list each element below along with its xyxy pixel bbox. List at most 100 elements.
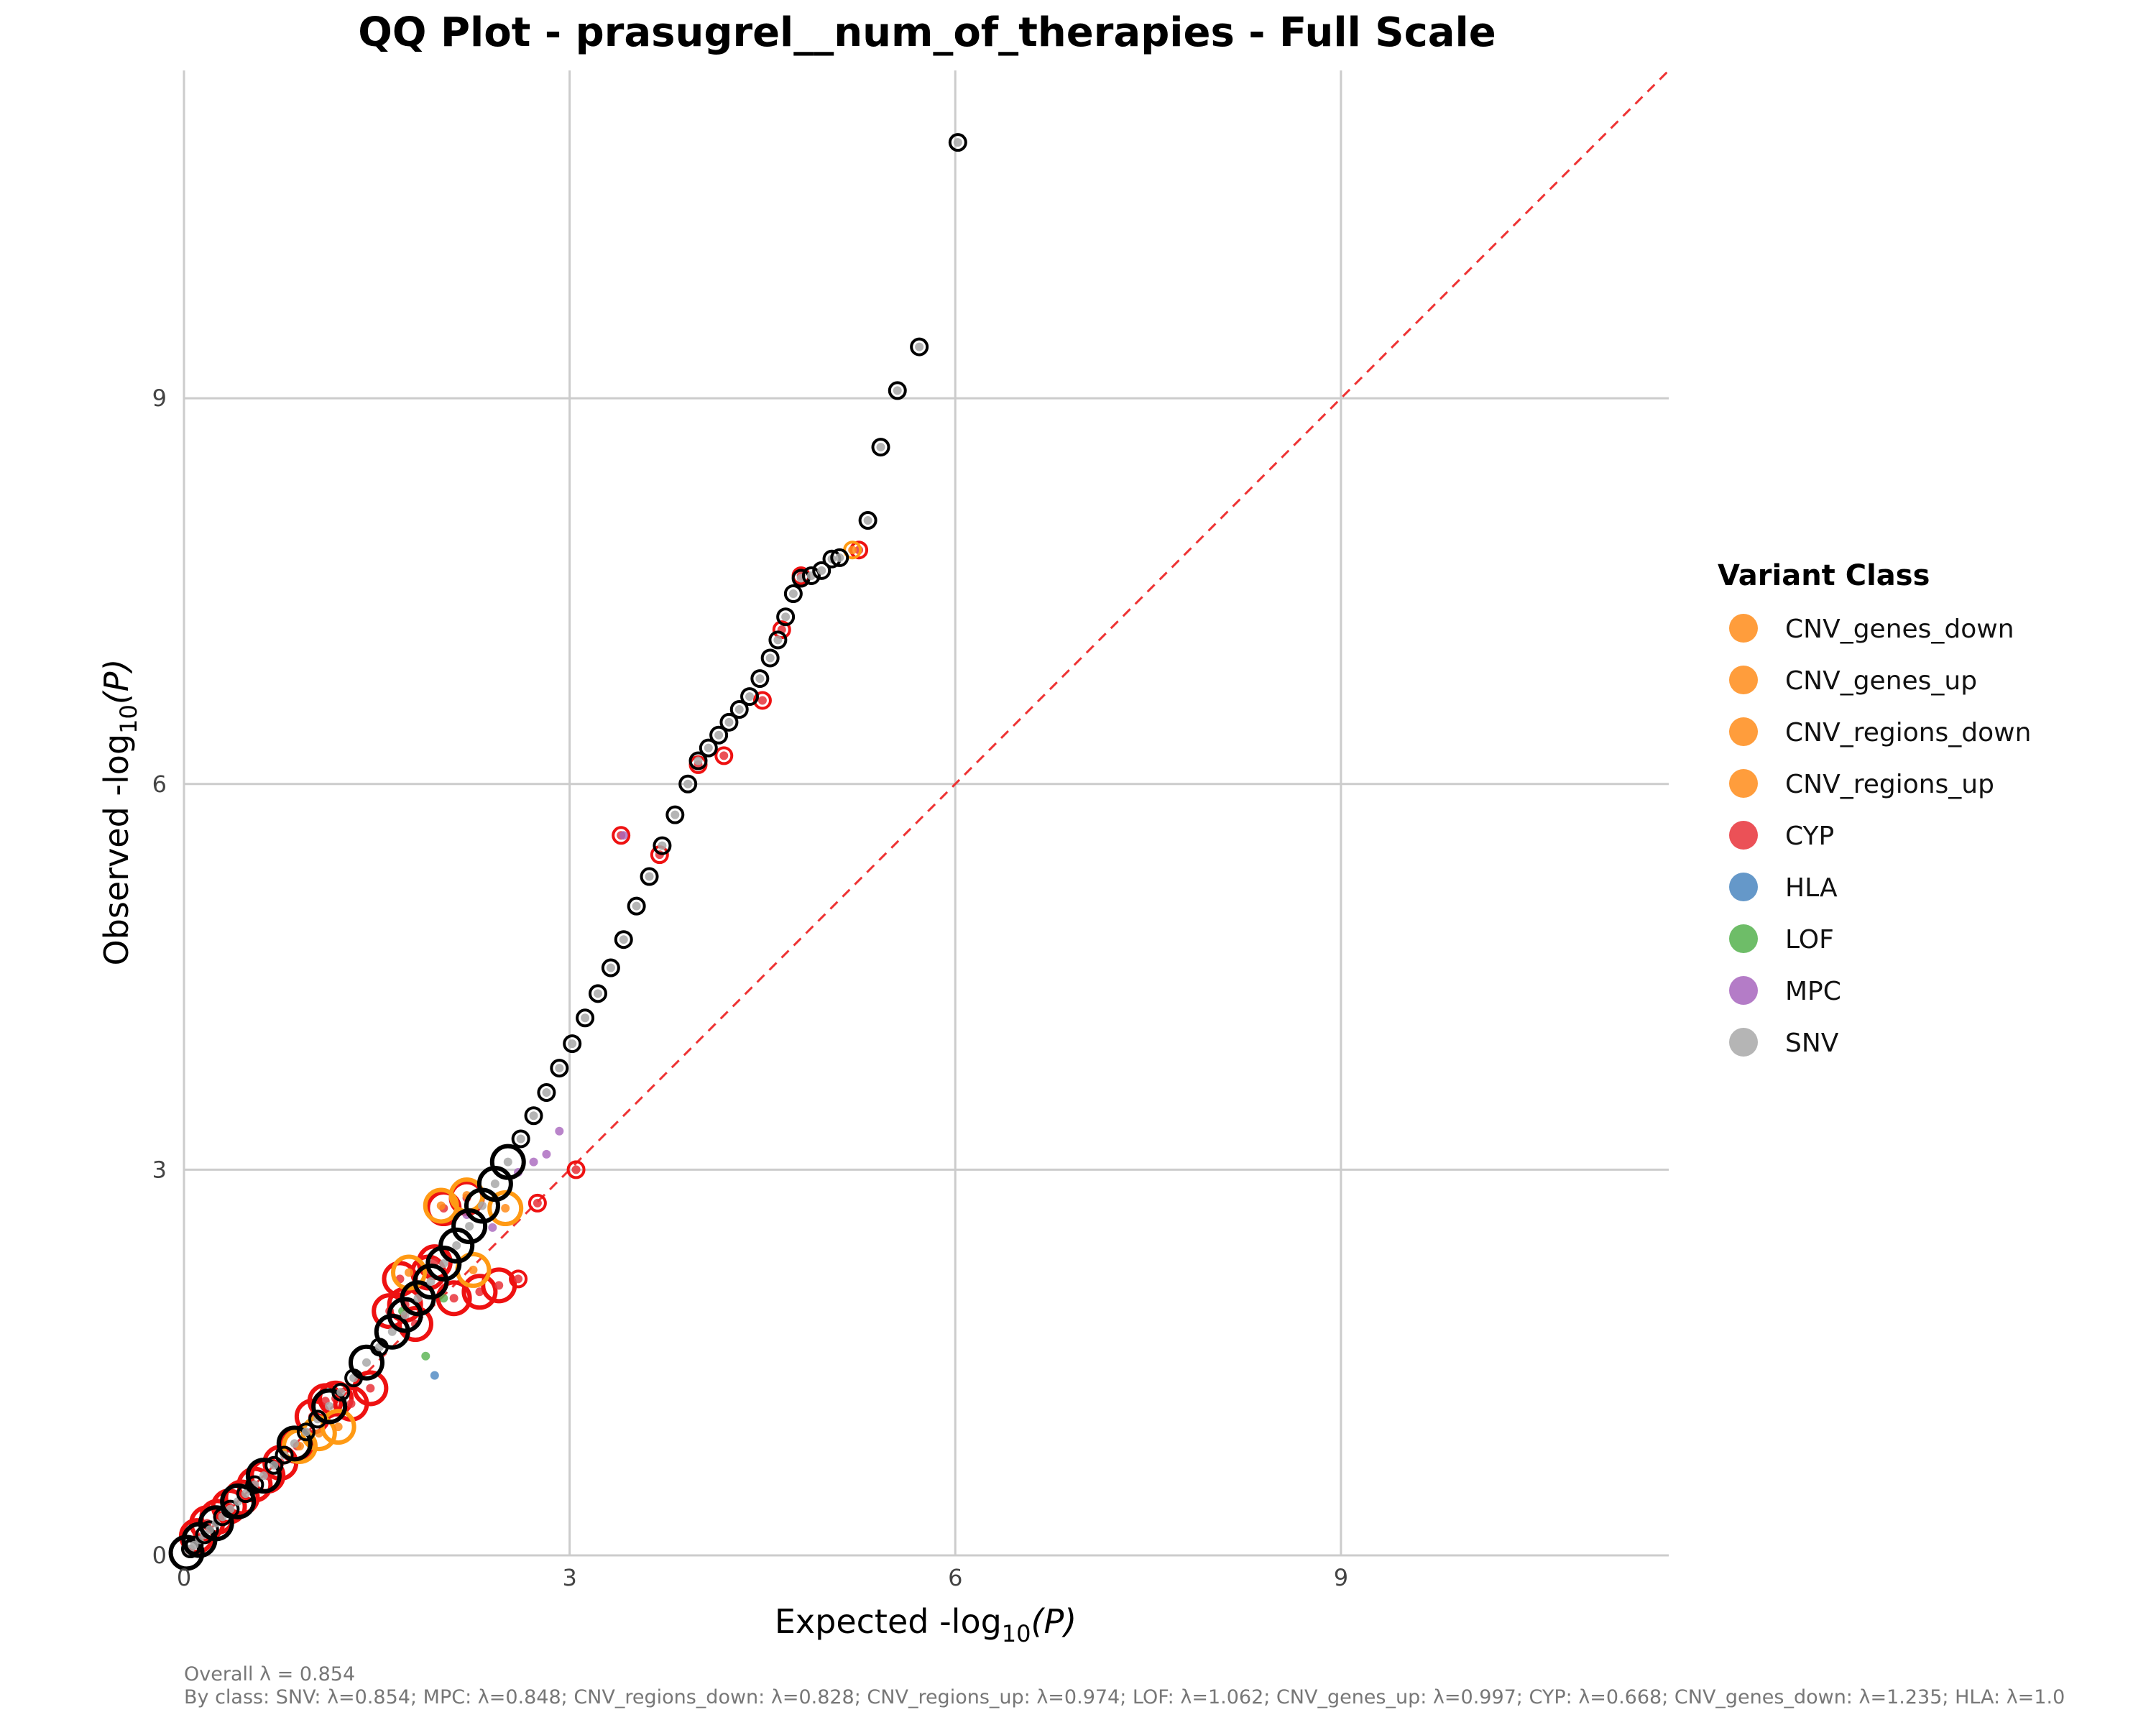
point-snv bbox=[773, 635, 783, 645]
point-ring-snv bbox=[910, 337, 929, 356]
point-ring-snv bbox=[308, 1409, 328, 1429]
point-ring-snv bbox=[948, 133, 967, 152]
point-ring-cyp bbox=[566, 1160, 586, 1179]
point-ring-snv bbox=[275, 1445, 294, 1465]
point-mpc bbox=[619, 831, 628, 840]
legend-items: CNV_genes_down CNV_genes_up CNV_regions_do… bbox=[1729, 614, 2031, 1058]
point-snv bbox=[745, 692, 755, 702]
x-axis-label: Expected -log10(P) bbox=[775, 1602, 1077, 1647]
point-ring-snv bbox=[640, 867, 659, 886]
point-snv bbox=[645, 872, 654, 881]
point-snv bbox=[568, 1039, 577, 1049]
point-snv bbox=[581, 1013, 590, 1023]
point-cyp bbox=[571, 1165, 581, 1174]
y-axis-label: Observed -log10(P) bbox=[97, 658, 142, 965]
legend-label: CYP bbox=[1785, 822, 1834, 851]
point-ring-snv bbox=[812, 561, 831, 580]
legend: Variant Class CNV_genes_down CNV_genes_up… bbox=[1718, 559, 2031, 1058]
point-snv bbox=[953, 138, 962, 147]
point-snv bbox=[325, 1402, 334, 1411]
point-cyp bbox=[719, 751, 729, 760]
point-cyp bbox=[346, 1399, 356, 1408]
point-cyp bbox=[449, 1294, 459, 1303]
point-ring-cyp bbox=[436, 1280, 472, 1317]
y-tick-label: 3 bbox=[152, 1156, 167, 1183]
point-mpc bbox=[488, 1223, 497, 1232]
point-snv bbox=[671, 810, 680, 819]
point-ring-snv bbox=[750, 669, 770, 689]
point-snv bbox=[529, 1111, 538, 1121]
point-cyp bbox=[494, 1281, 504, 1290]
point-snv bbox=[362, 1358, 372, 1367]
point-ring-snv bbox=[653, 836, 672, 855]
x-tick-label: 0 bbox=[177, 1564, 191, 1591]
point-snv bbox=[734, 705, 744, 714]
y-axis-label-main: Observed -log bbox=[97, 734, 136, 966]
x-axis-label-end: (P) bbox=[1031, 1602, 1077, 1641]
point-snv bbox=[503, 1157, 512, 1167]
x-tick-label: 3 bbox=[562, 1564, 576, 1591]
legend-swatch bbox=[1729, 614, 1758, 643]
x-axis-label-sub: 10 bbox=[1002, 1620, 1031, 1647]
legend-label: LOF bbox=[1785, 925, 1834, 954]
point-ring-snv bbox=[614, 930, 633, 949]
legend-label: CNV_regions_down bbox=[1785, 718, 2031, 748]
point-ring-snv bbox=[331, 1382, 351, 1402]
point-ring-snv bbox=[665, 805, 685, 824]
legend-swatch bbox=[1729, 769, 1758, 798]
point-snv bbox=[714, 730, 724, 740]
axis-ticks: 0 3 6 9 0 3 6 9 bbox=[152, 385, 1348, 1591]
point-snv bbox=[788, 589, 798, 599]
point-cyp bbox=[514, 1274, 523, 1284]
point-ring-cyp bbox=[224, 1479, 260, 1516]
point-ring-snv bbox=[245, 1475, 264, 1494]
point-ring-snv bbox=[511, 1129, 530, 1149]
point-ring-snv bbox=[588, 984, 607, 1003]
point-snv bbox=[516, 1134, 525, 1144]
legend-swatch bbox=[1729, 1028, 1758, 1057]
point-snv bbox=[619, 935, 628, 944]
legend-label: CNV_regions_up bbox=[1785, 770, 1994, 799]
point-ring-snv bbox=[776, 607, 796, 627]
point-cnv_regions_up bbox=[405, 1268, 414, 1277]
legend-swatch bbox=[1729, 666, 1758, 694]
point-snv bbox=[606, 963, 615, 972]
point-ring-snv bbox=[537, 1083, 556, 1103]
point-ring-snv bbox=[888, 381, 907, 400]
point-snv bbox=[593, 989, 602, 998]
point-ring-snv bbox=[563, 1034, 582, 1054]
point-ring-snv bbox=[740, 687, 760, 707]
legend-swatch bbox=[1729, 821, 1758, 850]
point-lof bbox=[421, 1351, 430, 1361]
legend-label: SNV bbox=[1785, 1029, 1839, 1058]
point-snv bbox=[452, 1241, 461, 1250]
point-snv bbox=[781, 612, 791, 622]
point-snv bbox=[301, 1427, 310, 1437]
point-cnv_regions_up bbox=[436, 1201, 446, 1210]
legend-label: CNV_genes_up bbox=[1785, 666, 1977, 696]
point-snv bbox=[863, 516, 872, 525]
point-ring-snv bbox=[245, 1458, 282, 1494]
point-mpc bbox=[529, 1157, 538, 1167]
point-lof bbox=[439, 1294, 448, 1303]
y-tick-label: 0 bbox=[152, 1542, 167, 1569]
legend-swatch bbox=[1729, 873, 1758, 901]
point-ring-cyp bbox=[318, 1380, 354, 1417]
point-snv bbox=[290, 1439, 299, 1448]
point-ring-snv bbox=[871, 438, 890, 457]
point-snv bbox=[336, 1387, 346, 1397]
point-snv bbox=[765, 653, 775, 663]
point-cnv_regions_up bbox=[501, 1204, 510, 1213]
legend-title: Variant Class bbox=[1718, 559, 1930, 592]
legend-swatch bbox=[1729, 976, 1758, 1005]
point-ring-snv bbox=[489, 1144, 526, 1180]
point-ring-snv bbox=[276, 1425, 313, 1462]
point-ring-snv bbox=[760, 648, 780, 668]
point-ring-snv bbox=[220, 1483, 257, 1519]
point-ring-cyp bbox=[714, 746, 734, 765]
y-tick-label: 6 bbox=[152, 770, 167, 798]
point-snv bbox=[413, 1294, 423, 1303]
legend-label: HLA bbox=[1785, 873, 1838, 903]
point-snv bbox=[724, 717, 734, 727]
